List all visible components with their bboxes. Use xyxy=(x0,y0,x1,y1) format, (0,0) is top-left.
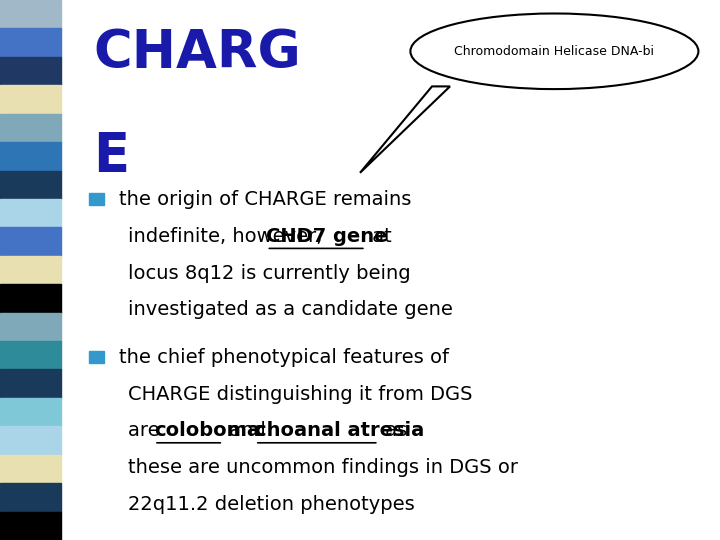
Bar xyxy=(0,341,61,369)
Bar xyxy=(0,284,61,313)
Text: these are uncommon findings in DGS or: these are uncommon findings in DGS or xyxy=(128,458,518,477)
Bar xyxy=(0,426,61,455)
Bar xyxy=(89,351,104,363)
Bar xyxy=(0,199,61,227)
Text: 22q11.2 deletion phenotypes: 22q11.2 deletion phenotypes xyxy=(128,495,415,514)
Text: indefinite, however,: indefinite, however, xyxy=(128,227,329,246)
Bar xyxy=(0,57,61,85)
Bar xyxy=(0,0,61,29)
Text: and: and xyxy=(223,421,272,441)
Text: are: are xyxy=(128,421,166,441)
Text: coloboma: coloboma xyxy=(154,421,260,441)
Text: choanal atresia: choanal atresia xyxy=(255,421,424,441)
Text: the origin of CHARGE remains: the origin of CHARGE remains xyxy=(119,190,411,210)
Bar xyxy=(0,313,61,341)
Text: Chromodomain Helicase DNA-bi: Chromodomain Helicase DNA-bi xyxy=(454,45,654,58)
Bar xyxy=(0,511,61,540)
Text: as: as xyxy=(379,421,407,441)
Bar xyxy=(0,369,61,398)
Polygon shape xyxy=(360,86,450,173)
Text: CHARG: CHARG xyxy=(94,27,302,79)
Text: locus 8q12 is currently being: locus 8q12 is currently being xyxy=(128,264,411,283)
Bar xyxy=(0,483,61,511)
Ellipse shape xyxy=(410,14,698,89)
Text: CHARGE distinguishing it from DGS: CHARGE distinguishing it from DGS xyxy=(128,384,472,404)
Text: investigated as a candidate gene: investigated as a candidate gene xyxy=(128,300,453,320)
Bar xyxy=(0,455,61,483)
Text: E: E xyxy=(94,130,130,181)
Text: the chief phenotypical features of: the chief phenotypical features of xyxy=(119,348,449,367)
Bar xyxy=(0,142,61,171)
Text: CHD7 gene: CHD7 gene xyxy=(266,227,388,246)
Bar xyxy=(0,256,61,284)
Bar xyxy=(0,171,61,199)
Bar xyxy=(0,227,61,256)
Bar xyxy=(0,398,61,426)
Bar xyxy=(0,114,61,142)
Bar xyxy=(0,29,61,57)
Bar xyxy=(89,193,104,205)
Bar xyxy=(0,85,61,114)
Text: at: at xyxy=(366,227,392,246)
